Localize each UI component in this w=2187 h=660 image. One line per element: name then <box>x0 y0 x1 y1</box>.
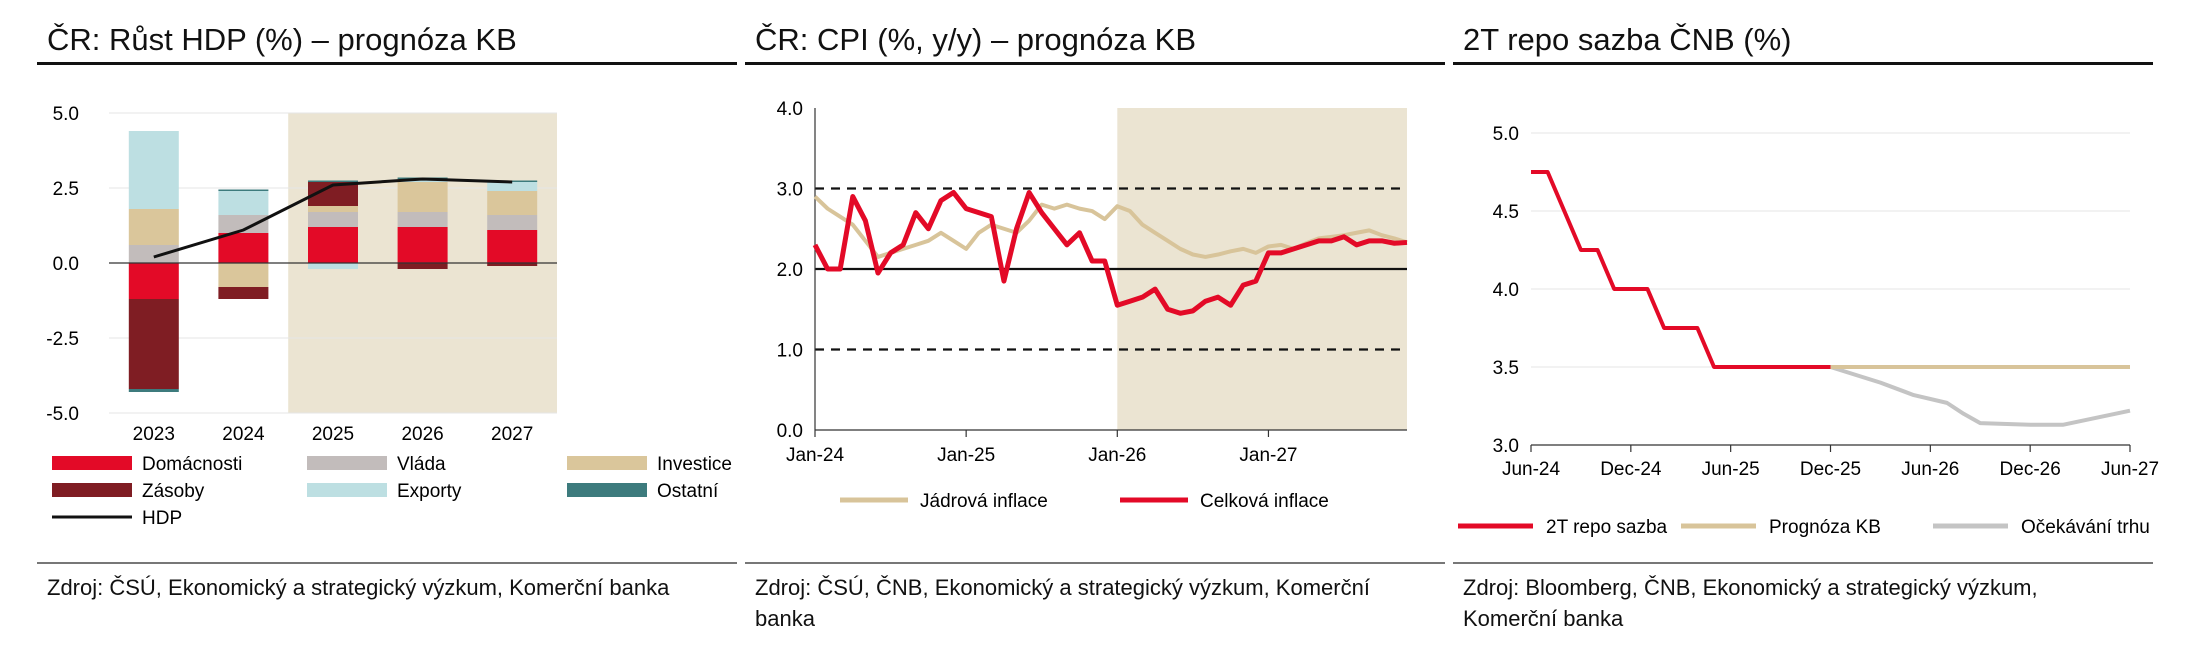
gdp-source-note: Zdroj: ČSÚ, Ekonomický a strategický výz… <box>47 575 670 600</box>
x-tick-label: 2024 <box>222 424 265 445</box>
hdp-line <box>153 177 513 259</box>
legend-label-vlada: Vláda <box>397 454 446 475</box>
bar-zasoby <box>397 263 448 269</box>
bar-investice <box>218 263 269 287</box>
x-tick-label: Jun-24 <box>1502 459 1561 480</box>
legend-swatch-zasoby <box>52 483 132 497</box>
cpi-chart-title: ČR: CPI (%, y/y) – prognóza KB <box>755 22 1197 57</box>
y-tick-label: 5.0 <box>53 104 79 125</box>
x-tick-label: Jun-26 <box>1901 459 1959 480</box>
legend-label-ocekavani-trhu: Očekávání trhu <box>2021 517 2150 538</box>
title-rule <box>37 62 737 65</box>
bar-vlada <box>397 212 448 227</box>
legend-label-prognoza-kb: Prognóza KB <box>1769 517 1881 538</box>
legend-label-exporty: Exporty <box>397 481 462 502</box>
x-tick-label: Jan-25 <box>937 445 995 466</box>
bar-investice <box>487 191 538 215</box>
y-tick-label: 3.0 <box>1493 436 1519 457</box>
legend-label-headline: Celková inflace <box>1200 491 1329 512</box>
bar-exporty <box>487 182 538 191</box>
repo-source-note: Zdroj: Bloomberg, ČNB, Ekonomický a stra… <box>1463 575 2038 631</box>
title-rule <box>745 62 1445 65</box>
cpi-chart: 4.0 3.0 2.0 1.0 0.0 Jan-24 Jan-25 Jan-26 Jan-27 J… <box>777 99 1408 512</box>
source-rule <box>745 562 1445 564</box>
bar-domacnosti <box>308 227 358 263</box>
y-tick-label: 3.5 <box>1493 358 1519 379</box>
x-tick-label: 2025 <box>312 424 354 445</box>
source-rule <box>37 562 737 564</box>
x-tick-label: 2023 <box>133 424 175 445</box>
legend-label-core: Jádrová inflace <box>920 491 1048 512</box>
bar-domacnosti <box>397 227 448 263</box>
series-line-market <box>1829 365 2131 427</box>
legend-swatch-ostatni <box>567 483 647 497</box>
gdp-panel: ČR: Růst HDP (%) – prognóza KB 5.0 2.5 0.0… <box>37 0 737 660</box>
bar-domacnosti <box>487 230 538 263</box>
y-tick-label: 4.5 <box>1493 202 1519 223</box>
bar-exporty <box>128 131 179 209</box>
y-tick-label: -5.0 <box>46 404 79 425</box>
y-tick-label: 4.0 <box>1493 280 1519 301</box>
legend-swatch-domacnosti <box>52 456 132 470</box>
y-tick-label: 2.5 <box>53 179 79 200</box>
y-tick-label: 0.0 <box>53 254 79 275</box>
y-tick-label: 5.0 <box>1493 124 1519 145</box>
series-line-repo <box>1531 170 1831 369</box>
bar-zasoby <box>487 263 538 266</box>
legend-label-hdp: HDP <box>142 508 182 529</box>
x-tick-label: Jun-25 <box>1702 459 1760 480</box>
cpi-source-note: Zdroj: ČSÚ, ČNB, Ekonomický a strategick… <box>755 575 1370 631</box>
y-tick-label: 3.0 <box>777 180 803 201</box>
bar-vlada <box>128 245 179 263</box>
y-tick-label: 1.0 <box>777 341 803 362</box>
bar-vlada <box>218 215 269 233</box>
legend-swatch-investice <box>567 456 647 470</box>
bar-domacnosti <box>218 233 269 263</box>
y-tick-label: 0.0 <box>777 421 803 442</box>
gdp-chart: 5.0 2.5 0.0 -2.5 -5.0 2023 2024 2025 2026 2027 Dom… <box>46 104 732 529</box>
bar-vlada <box>308 212 358 227</box>
bar-domacnosti <box>128 263 179 299</box>
title-rule <box>1453 62 2153 65</box>
legend-swatch-exporty <box>307 483 387 497</box>
x-tick-label: Jan-27 <box>1239 445 1297 466</box>
x-tick-label: 2027 <box>491 424 533 445</box>
y-tick-label: 2.0 <box>777 260 803 281</box>
x-tick-label: Jan-26 <box>1088 445 1146 466</box>
bar-zasoby <box>128 299 179 389</box>
legend-label-investice: Investice <box>657 454 732 475</box>
x-tick-label: 2026 <box>401 424 443 445</box>
legend-label-domacnosti: Domácnosti <box>142 454 242 475</box>
repo-chart-title: 2T repo sazba ČNB (%) <box>1463 22 1792 57</box>
legend-label-zasoby: Zásoby <box>142 481 205 502</box>
y-tick-label: -2.5 <box>46 329 79 350</box>
bar-investice <box>308 206 358 212</box>
x-tick-label: Dec-26 <box>2000 459 2061 480</box>
x-tick-label: Jun-27 <box>2101 459 2159 480</box>
legend-label-ostatni: Ostatní <box>657 481 719 502</box>
bar-ostatni <box>308 180 358 182</box>
bar-exporty <box>308 263 358 269</box>
bar-vlada <box>487 215 538 230</box>
bar-ostatni <box>128 389 179 392</box>
bar-ostatni <box>218 189 269 191</box>
gdp-chart-title: ČR: Růst HDP (%) – prognóza KB <box>47 22 517 57</box>
bar-investice <box>128 209 179 245</box>
y-tick-label: 4.0 <box>777 99 803 120</box>
repo-panel: 2T repo sazba ČNB (%) 5.0 4.5 4.0 3.5 3.0 Jun… <box>1453 0 2159 660</box>
source-rule <box>1453 562 2153 564</box>
legend-label-2t-repo-sazba: 2T repo sazba <box>1546 517 1668 538</box>
cpi-panel: ČR: CPI (%, y/y) – prognóza KB 4.0 3.0 2.0… <box>745 0 1445 660</box>
bar-exporty <box>218 191 269 215</box>
x-tick-label: Jan-24 <box>786 445 845 466</box>
x-tick-label: Dec-24 <box>1600 459 1662 480</box>
legend-swatch-vlada <box>307 456 387 470</box>
bar-zasoby <box>218 287 269 299</box>
x-tick-label: Dec-25 <box>1800 459 1861 480</box>
series-line-headline <box>812 190 1408 316</box>
bar-investice <box>397 182 448 212</box>
